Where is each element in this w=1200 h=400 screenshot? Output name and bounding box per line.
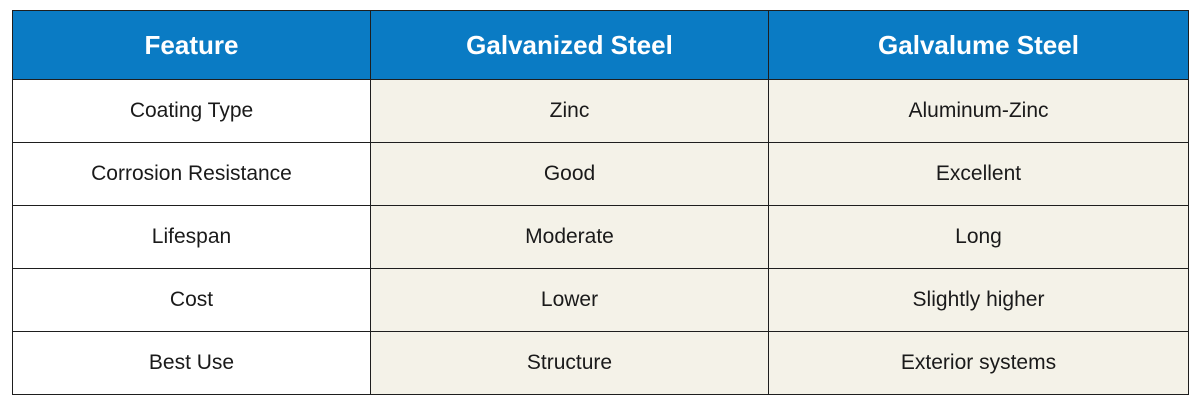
galvanized-cell: Structure (370, 331, 769, 395)
table-body: Coating Type Zinc Aluminum-Zinc Corrosio… (12, 79, 1189, 395)
galvalume-cell: Slightly higher (768, 268, 1189, 332)
galvalume-cell: Aluminum-Zinc (768, 79, 1189, 143)
feature-cell: Corrosion Resistance (12, 142, 371, 206)
galvanized-cell: Lower (370, 268, 769, 332)
table-row: Corrosion Resistance Good Excellent (12, 142, 1189, 206)
galvanized-cell: Moderate (370, 205, 769, 269)
galvanized-cell: Good (370, 142, 769, 206)
comparison-table-container: Feature Galvanized Steel Galvalume Steel… (12, 10, 1189, 395)
feature-cell: Lifespan (12, 205, 371, 269)
table-row: Coating Type Zinc Aluminum-Zinc (12, 79, 1189, 143)
table-row: Best Use Structure Exterior systems (12, 331, 1189, 395)
table-row: Lifespan Moderate Long (12, 205, 1189, 269)
feature-cell: Best Use (12, 331, 371, 395)
comparison-table: Feature Galvanized Steel Galvalume Steel… (12, 10, 1189, 395)
table-row: Cost Lower Slightly higher (12, 268, 1189, 332)
header-feature: Feature (12, 10, 371, 80)
galvalume-cell: Excellent (768, 142, 1189, 206)
header-galvanized-steel: Galvanized Steel (370, 10, 769, 80)
table-header: Feature Galvanized Steel Galvalume Steel (12, 10, 1189, 80)
feature-cell: Cost (12, 268, 371, 332)
galvalume-cell: Long (768, 205, 1189, 269)
galvalume-cell: Exterior systems (768, 331, 1189, 395)
feature-cell: Coating Type (12, 79, 371, 143)
header-galvalume-steel: Galvalume Steel (768, 10, 1189, 80)
header-row: Feature Galvanized Steel Galvalume Steel (12, 10, 1189, 80)
galvanized-cell: Zinc (370, 79, 769, 143)
